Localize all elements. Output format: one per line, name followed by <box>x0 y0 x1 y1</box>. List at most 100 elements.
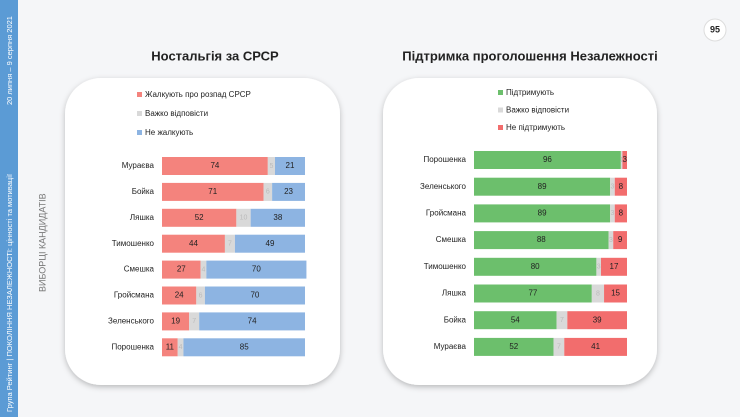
value-label: 9 <box>618 235 623 244</box>
bar-segment <box>272 182 305 201</box>
bar-segment <box>613 231 627 250</box>
value-label: 6 <box>199 292 203 299</box>
bar-segment <box>199 312 305 331</box>
value-label: 3 <box>597 264 601 271</box>
category-label: Порошенка <box>423 155 466 164</box>
value-label: 80 <box>531 262 540 271</box>
bar-segment <box>600 257 627 276</box>
bar-segment <box>474 311 557 330</box>
bar-segment <box>553 337 565 356</box>
bar-segment <box>591 284 605 303</box>
bar-segment <box>614 204 627 223</box>
bar-segment <box>200 260 207 279</box>
value-label: 8 <box>619 209 624 218</box>
chart-panel <box>65 78 340 385</box>
legend-label: Жалкують про розпад СРСР <box>145 90 251 99</box>
bar-segment <box>596 257 601 276</box>
chart-title: Підтримка проголошення Незалежності <box>402 48 657 63</box>
value-label: 8 <box>596 290 600 297</box>
value-label: 44 <box>189 239 198 248</box>
category-label: Мураєва <box>122 161 155 170</box>
value-label: 77 <box>528 289 537 298</box>
bar-segment <box>250 208 305 227</box>
category-label: Мураєва <box>434 342 467 351</box>
category-label: Ляшка <box>130 213 155 222</box>
bar-segment <box>162 157 268 175</box>
value-label: 88 <box>537 235 546 244</box>
bar-segment <box>236 208 251 227</box>
value-label: 49 <box>266 239 275 248</box>
bar-segment <box>267 157 275 175</box>
value-label: 85 <box>240 342 249 351</box>
bar-segment <box>204 286 305 305</box>
value-label: 39 <box>593 315 602 324</box>
category-label: Порошенка <box>111 342 154 351</box>
legend-swatch <box>137 111 142 116</box>
value-label: 3 <box>609 237 613 244</box>
chart-title: Ностальгія за СРСР <box>151 48 279 63</box>
legend-swatch <box>137 92 142 97</box>
bar-segment <box>556 311 568 330</box>
bar-segment <box>162 208 237 227</box>
legend-label: Важко відповісти <box>145 109 208 118</box>
sidebar <box>0 0 18 417</box>
value-label: 74 <box>210 161 219 170</box>
value-label: 24 <box>175 291 184 300</box>
value-label: 7 <box>228 241 232 248</box>
value-label: 10 <box>240 215 248 222</box>
value-label: 21 <box>286 161 295 170</box>
bar-segment <box>474 177 611 196</box>
category-label: Тимошенко <box>112 239 155 248</box>
bar-segment <box>474 284 592 303</box>
bar-segment <box>620 151 623 169</box>
value-label: 89 <box>538 182 547 191</box>
legend-label: Підтримують <box>506 88 554 97</box>
bar-segment <box>474 337 554 356</box>
legend-label: Не підтримують <box>506 123 565 132</box>
legend-swatch <box>498 107 503 113</box>
value-label: 5 <box>269 163 273 170</box>
bar-segment <box>189 312 200 331</box>
bar-segment <box>474 257 597 276</box>
value-label: 27 <box>177 265 186 274</box>
bar-segment <box>234 234 305 253</box>
bar-segment <box>610 177 615 196</box>
legend-swatch <box>498 90 503 95</box>
bar-segment <box>564 337 627 356</box>
category-label: Бойка <box>444 315 467 324</box>
category-label: Зеленського <box>420 182 467 191</box>
bar-segment <box>263 182 273 201</box>
bar-segment <box>224 234 235 253</box>
value-label: 4 <box>179 344 183 351</box>
bar-segment <box>608 231 614 250</box>
value-label: 54 <box>511 315 520 324</box>
category-label: Ляшка <box>442 289 467 298</box>
section: ВИБОРЦІ КАНДИДАТІВ <box>37 193 47 292</box>
value-label: 38 <box>273 213 282 222</box>
category-label: Смешка <box>436 235 467 244</box>
bar-segment <box>162 182 264 201</box>
value-label: 7 <box>557 344 561 351</box>
bar-segment <box>162 260 201 279</box>
bar-segment <box>622 151 627 169</box>
value-label: 52 <box>195 213 204 222</box>
legend-label: Важко відповісти <box>506 106 569 115</box>
bar-segment <box>604 284 627 303</box>
bar-segment <box>162 286 197 305</box>
value-label: 74 <box>248 317 257 326</box>
bar-segment <box>474 151 621 169</box>
value-label: 6 <box>266 189 270 196</box>
page-number: 95 <box>710 24 720 34</box>
date: 20 липня – 9 серпня 2021 <box>5 16 14 105</box>
category-label: Бойка <box>132 187 155 196</box>
category-label: Смешка <box>124 265 155 274</box>
value-label: 70 <box>250 291 259 300</box>
value-label: 15 <box>611 289 620 298</box>
value-label: 3 <box>611 210 615 217</box>
bar-segment <box>183 338 305 357</box>
category-label: Гройсмана <box>426 209 467 218</box>
value-label: 4 <box>202 266 206 273</box>
bar-segment <box>206 260 307 279</box>
category-label: Тимошенко <box>424 262 467 271</box>
